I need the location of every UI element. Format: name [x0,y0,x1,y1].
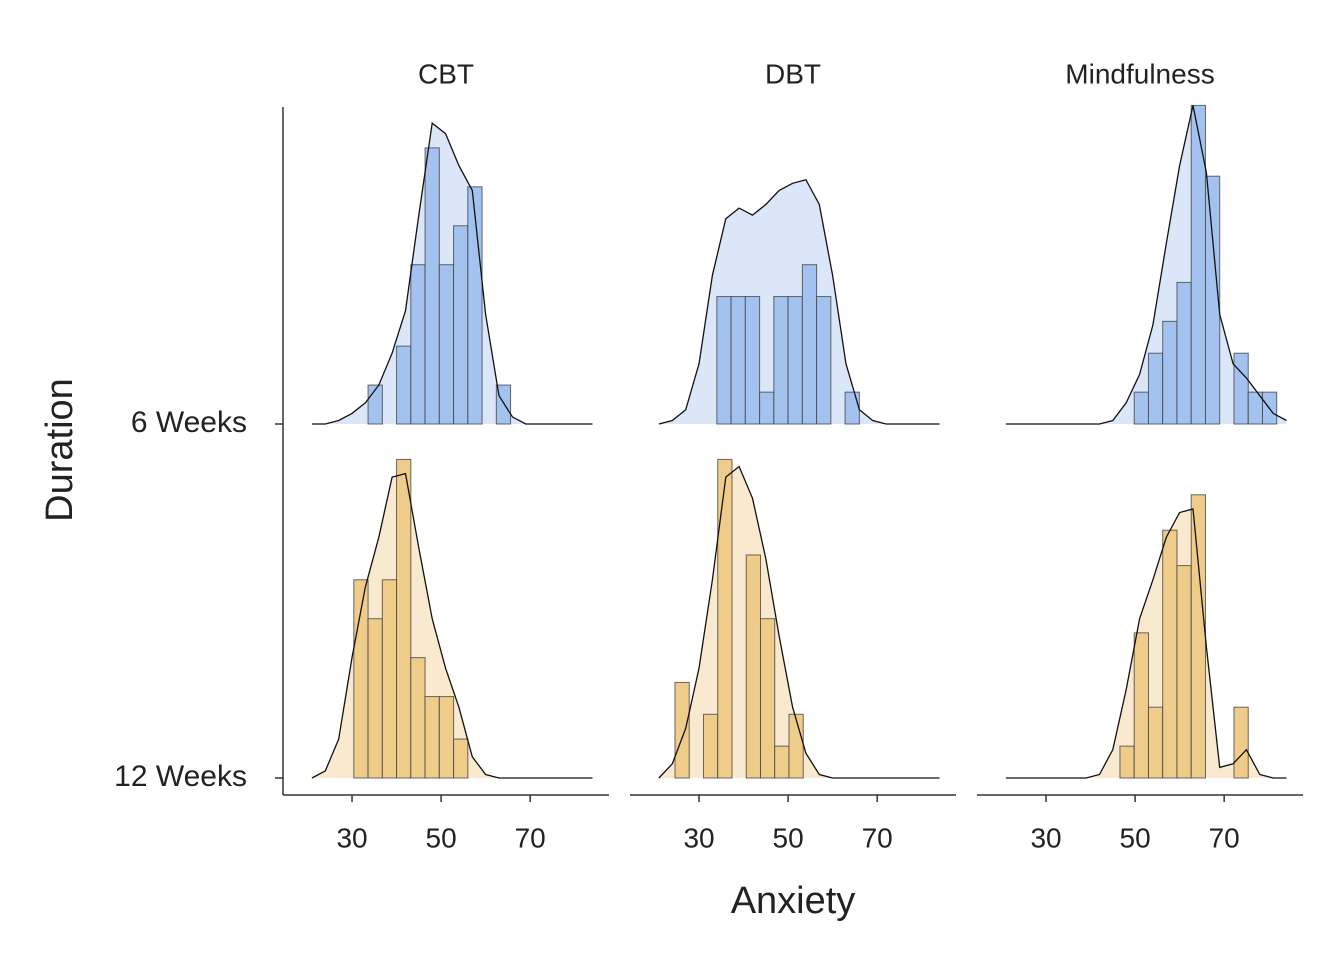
histogram-bar [774,745,790,779]
histogram-bar [801,264,818,425]
histogram-bar [410,657,426,779]
x-tick-label: 70 [515,822,546,853]
density-line [658,465,940,779]
histogram-bar [396,345,412,425]
histogram-bar [730,296,746,425]
density-line [311,121,593,425]
density-line [658,178,940,425]
histogram-bar [1204,175,1221,425]
histogram-bar [381,579,398,779]
histogram-bar [773,296,789,425]
x-tick-label: 50 [1120,822,1151,853]
histogram-bar [716,296,732,425]
density-line [1005,508,1287,779]
histogram-bar [674,681,690,779]
x-tick-label: 30 [336,822,367,853]
histogram-bar [759,618,776,779]
histogram-bar [424,147,440,425]
histogram-bar [1147,352,1164,425]
y-axis-label: Duration [39,378,81,522]
histogram-bar [1233,706,1249,779]
histogram-bar [788,713,804,779]
density-line [311,472,593,779]
histogram-bar [1119,745,1135,779]
panel-title: DBT [765,58,821,89]
x-axis-label: Anxiety [731,880,856,922]
histogram-bar [1133,391,1149,425]
histogram-bar [396,458,412,779]
histogram-bar [702,713,719,779]
density-line [1005,105,1287,425]
histogram-bar [424,696,440,779]
histogram-bar [410,264,426,425]
histogram-bar [438,264,455,425]
x-tick-label: 70 [862,822,893,853]
x-tick-label: 70 [1209,822,1240,853]
histogram-bar [453,738,469,779]
histogram-bar [744,296,761,425]
histogram-bar [1133,632,1149,779]
y-tick-label: 6 Weeks [131,406,247,439]
x-tick-label: 50 [773,822,804,853]
histogram-bar [1176,281,1192,425]
histogram-bar [467,186,483,425]
histogram-bar [1147,706,1164,779]
histogram-bar [844,391,860,425]
histogram-bar [816,296,832,425]
x-tick-label: 30 [1030,822,1061,853]
histogram-bar [438,696,455,779]
histogram-bar [1190,104,1206,425]
x-tick-label: 30 [683,822,714,853]
histogram-bar [495,384,512,425]
histogram-bar [453,225,469,425]
panel-title: CBT [418,58,474,89]
histogram-bar [787,296,803,425]
y-tick-label: 12 Weeks [114,760,247,793]
histogram-bar [759,391,775,425]
histogram-bar [1190,494,1206,779]
x-tick-label: 50 [426,822,457,853]
histogram-bar [367,618,383,779]
histogram-bar [745,554,761,779]
histogram-bar [717,458,733,779]
panel-title: Mindfulness [1065,58,1214,89]
histogram-bar [1233,352,1249,425]
histogram-bar [1162,529,1178,779]
histogram-bar [1162,320,1178,425]
histogram-bar [1176,565,1192,779]
